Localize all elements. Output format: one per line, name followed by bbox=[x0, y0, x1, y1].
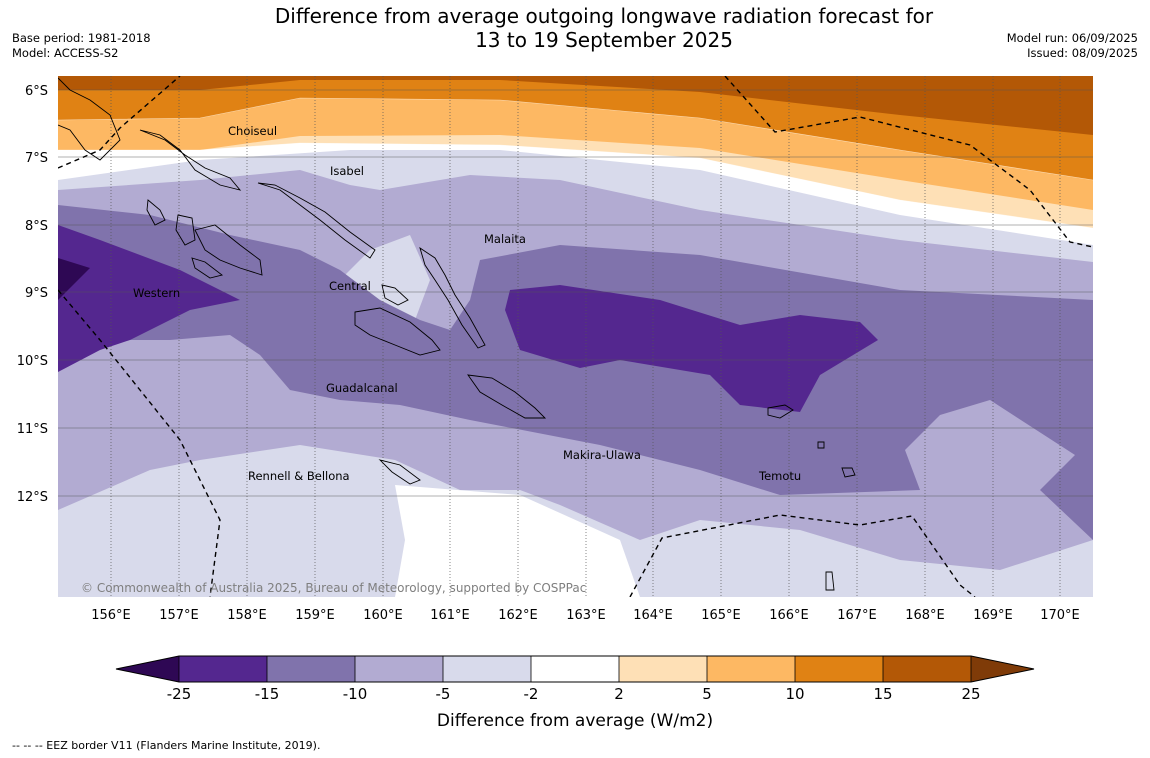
issued-date: Issued: 08/09/2025 bbox=[1027, 46, 1138, 60]
colorbar-tick-label: 15 bbox=[873, 685, 892, 703]
kolombangara bbox=[175, 214, 196, 246]
lon-label: 158°E bbox=[227, 608, 267, 623]
colorbar-dividers bbox=[178, 656, 972, 682]
colorbar-low-extension bbox=[116, 656, 179, 682]
duff-island bbox=[841, 467, 856, 478]
band-minus25-minus15-west bbox=[58, 225, 240, 372]
model-run: Model run: 06/09/2025 bbox=[1006, 31, 1138, 45]
lat-label: 12°S bbox=[17, 490, 48, 505]
colorbar-tick-label: -15 bbox=[255, 685, 280, 703]
lon-label: 168°E bbox=[905, 608, 945, 623]
lon-label: 162°E bbox=[498, 608, 538, 623]
lat-label: 10°S bbox=[17, 354, 48, 369]
utupua-island bbox=[817, 441, 825, 449]
latitude-labels: 6°S 7°S 8°S 9°S 10°S 11°S 12°S bbox=[17, 84, 48, 505]
isabel-island bbox=[257, 182, 376, 259]
eez-border bbox=[58, 76, 1093, 597]
lat-label: 7°S bbox=[25, 151, 48, 166]
contour-lines bbox=[58, 97, 1093, 229]
lon-label: 165°E bbox=[701, 608, 741, 623]
colorbar-bin bbox=[707, 656, 795, 682]
region-labels: Choiseul Isabel Malaita Western Central … bbox=[133, 124, 801, 483]
colorbar-bin bbox=[619, 656, 707, 682]
copyright-notice: © Commonwealth of Australia 2025, Bureau… bbox=[81, 581, 586, 595]
band-below-minus25 bbox=[58, 258, 90, 300]
lon-label: 170°E bbox=[1040, 608, 1080, 623]
band-minus25-minus15-east bbox=[505, 285, 878, 412]
colorbar-high-extension bbox=[971, 656, 1034, 682]
vanuatu-north-island bbox=[825, 571, 835, 591]
colorbar-bin bbox=[355, 656, 443, 682]
title-line-1: Difference from average outgoing longwav… bbox=[274, 4, 934, 28]
lon-label: 159°E bbox=[295, 608, 335, 623]
colorbar-bin bbox=[795, 656, 883, 682]
guadalcanal-island bbox=[354, 307, 441, 356]
label-malaita: Malaita bbox=[484, 232, 526, 246]
colorbar-tick-label: -10 bbox=[343, 685, 368, 703]
label-choiseul: Choiseul bbox=[228, 124, 277, 138]
colorbar-tick-label: -2 bbox=[524, 685, 539, 703]
lon-label: 164°E bbox=[633, 608, 673, 623]
coastlines bbox=[58, 77, 856, 591]
lon-label: 163°E bbox=[566, 608, 606, 623]
colorbar-bin bbox=[883, 656, 971, 682]
chart-title: Difference from average outgoing longwav… bbox=[0, 4, 1150, 52]
band-minus15-minus10 bbox=[58, 205, 1093, 540]
lon-label: 169°E bbox=[973, 608, 1013, 623]
makira-island bbox=[467, 374, 547, 419]
rendova bbox=[191, 257, 224, 279]
lon-label: 166°E bbox=[769, 608, 809, 623]
colorbar-bin bbox=[179, 656, 267, 682]
colorbar-tick-label: -5 bbox=[436, 685, 451, 703]
lon-label: 160°E bbox=[363, 608, 403, 623]
lon-label: 156°E bbox=[91, 608, 131, 623]
colorbar-tick-label: -25 bbox=[167, 685, 192, 703]
santa-cruz-island bbox=[767, 404, 794, 419]
lat-gridlines bbox=[58, 89, 1093, 497]
colorbar-bin bbox=[531, 656, 619, 682]
base-period: Base period: 1981-2018 bbox=[12, 31, 151, 45]
colorbar-bin bbox=[267, 656, 355, 682]
label-central: Central bbox=[329, 279, 371, 293]
malaita-island bbox=[419, 246, 486, 349]
label-makira-ulawa: Makira-Ulawa bbox=[563, 448, 641, 462]
rennell-island bbox=[378, 459, 421, 485]
lon-label: 157°E bbox=[159, 608, 199, 623]
meta-left: Base period: 1981-2018 Model: ACCESS-S2 bbox=[12, 31, 151, 61]
lon-label: 167°E bbox=[837, 608, 877, 623]
colorbar-tick-label: 2 bbox=[614, 685, 624, 703]
colorbar-bin bbox=[443, 656, 531, 682]
nggela-islands bbox=[381, 284, 409, 306]
bougainville-coast bbox=[58, 77, 121, 161]
colorbar-tick-label: 5 bbox=[702, 685, 712, 703]
label-temotu: Temotu bbox=[758, 469, 801, 483]
new-georgia bbox=[194, 224, 263, 276]
colorbar-label: Difference from average (W/m2) bbox=[437, 711, 713, 731]
label-western: Western bbox=[133, 286, 180, 300]
lat-label: 9°S bbox=[25, 286, 48, 301]
lon-label: 161°E bbox=[430, 608, 470, 623]
lat-label: 6°S bbox=[25, 84, 48, 99]
eez-footnote: -- -- -- EEZ border V11 (Flanders Marine… bbox=[12, 739, 321, 752]
title-line-2: 13 to 19 September 2025 bbox=[475, 28, 733, 52]
lat-label: 11°S bbox=[17, 422, 48, 437]
colorbar-ticks: -25 -15 -10 -5 -2 2 5 10 15 25 bbox=[167, 685, 981, 703]
colorbar-tick-label: 25 bbox=[961, 685, 980, 703]
band-minus2-2-south bbox=[395, 485, 640, 597]
colorbar-tick-label: 10 bbox=[785, 685, 804, 703]
label-guadalcanal: Guadalcanal bbox=[326, 381, 398, 395]
band-15-25 bbox=[58, 76, 1093, 135]
meta-right: Model run: 06/09/2025 Issued: 08/09/2025 bbox=[1007, 31, 1138, 61]
choiseul-island bbox=[139, 129, 242, 191]
label-rennell-bellona: Rennell & Bellona bbox=[248, 469, 350, 483]
map-panel bbox=[58, 76, 1093, 597]
colorbar: -25 -15 -10 -5 -2 2 5 10 15 25 Differenc… bbox=[115, 655, 1035, 731]
vella-lavella bbox=[146, 199, 166, 226]
longitude-labels: 156°E 157°E 158°E 159°E 160°E 161°E 162°… bbox=[91, 608, 1080, 623]
lat-label: 8°S bbox=[25, 219, 48, 234]
label-isabel: Isabel bbox=[330, 164, 364, 178]
model-name: Model: ACCESS-S2 bbox=[12, 46, 119, 60]
